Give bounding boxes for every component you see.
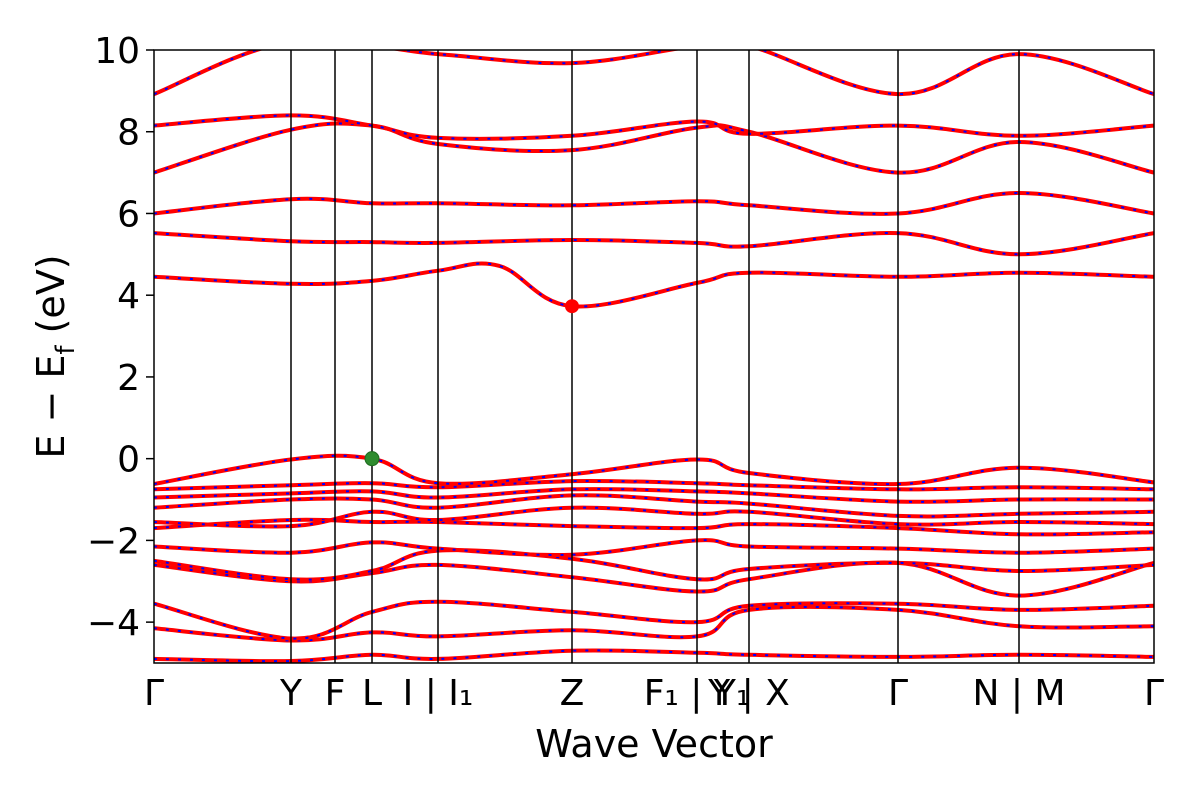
band-line-dotted-12	[154, 262, 1154, 308]
band-line-dotted-8	[154, 494, 1154, 518]
band-line-0	[154, 648, 1154, 663]
band-line-dotted-9	[154, 488, 1154, 503]
x-tick-label: Y | X	[707, 673, 790, 714]
x-tick-label: Z	[560, 673, 585, 714]
band-line-13	[154, 230, 1154, 257]
band-line-dotted-10	[154, 479, 1154, 491]
band-line-4	[154, 548, 1154, 582]
band-line-dotted-2	[154, 600, 1154, 640]
band-edge-markers	[364, 299, 579, 467]
x-tick-label: Y	[279, 673, 303, 714]
y-axis-ticks: −4 −2 0 2 4 6 8 10	[87, 31, 154, 644]
band-line-11	[154, 453, 1154, 487]
x-tick-label: Γ	[1144, 673, 1164, 714]
y-tick-label: 2	[117, 358, 140, 399]
vbm-marker	[364, 451, 380, 467]
x-tick-label: I | I₁	[403, 673, 474, 714]
band-line-7	[154, 505, 1154, 529]
band-line-1	[154, 604, 1154, 643]
y-axis-label: E − Ef (eV)	[29, 254, 81, 458]
band-line-12	[154, 261, 1154, 309]
band-line-14	[154, 190, 1154, 216]
band-line-dotted-13	[154, 231, 1154, 256]
band-line-dotted-16	[154, 114, 1154, 140]
band-line-dotted-17	[154, 50, 1154, 96]
x-tick-label: Γ	[144, 673, 164, 714]
band-line-dotted-7	[154, 506, 1154, 528]
band-line-dotted-15	[154, 122, 1154, 174]
x-tick-label: F	[325, 673, 346, 714]
high-symmetry-lines	[290, 50, 1020, 663]
band-line-dotted-14	[154, 191, 1154, 215]
y-tick-label: 0	[117, 440, 140, 481]
y-tick-label: −4	[87, 603, 140, 644]
band-line-dotted-5	[154, 539, 1154, 556]
x-tick-label: N | M	[972, 673, 1065, 714]
y-tick-label: 6	[117, 194, 140, 235]
x-tick-label: F₁ | Y₁	[644, 673, 751, 714]
x-axis-label: Wave Vector	[535, 722, 773, 766]
band-line-17	[154, 50, 1154, 97]
x-tick-label: L	[362, 673, 382, 714]
y-tick-label: 4	[117, 276, 140, 317]
band-line-dotted-0	[154, 649, 1154, 663]
y-tick-label: 8	[117, 113, 140, 154]
cbm-marker	[565, 299, 579, 314]
y-tick-label: −2	[87, 521, 140, 562]
x-tick-label: Γ	[888, 673, 908, 714]
band-line-2	[154, 599, 1154, 641]
y-tick-label: 10	[94, 31, 140, 72]
band-line-15	[154, 121, 1154, 175]
plot-frame	[153, 49, 1155, 664]
bands-layer	[154, 50, 1154, 663]
